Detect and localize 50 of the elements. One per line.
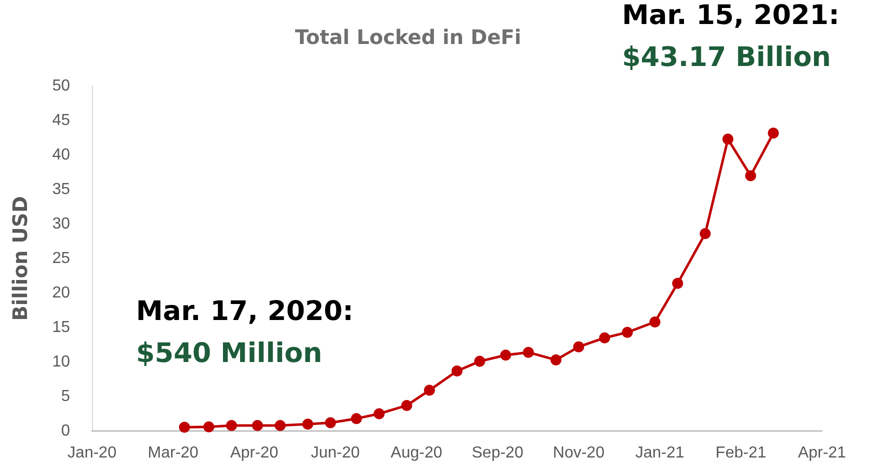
point	[649, 316, 660, 328]
x-tick-label: Sep-20	[472, 444, 524, 462]
x-tick-label: Feb-21	[716, 444, 766, 462]
point	[274, 420, 286, 431]
point	[302, 418, 314, 430]
point	[599, 332, 610, 344]
y-axis-title: Billion USD	[8, 196, 32, 321]
point	[722, 134, 734, 145]
point	[178, 422, 190, 433]
point	[550, 354, 562, 366]
y-tick-label: 30	[52, 216, 70, 232]
x-tick-label: Jan-21	[635, 444, 684, 462]
point	[573, 341, 584, 352]
y-tick-label: 0	[61, 422, 70, 440]
point	[226, 420, 238, 431]
y-tick-label: 10	[52, 354, 70, 370]
point	[374, 408, 385, 420]
point	[474, 356, 486, 367]
point	[700, 228, 711, 240]
point	[522, 346, 534, 358]
x-tick-label: Aug-20	[390, 444, 442, 462]
y-tick-label: 20	[52, 284, 70, 302]
point	[500, 350, 512, 361]
text: Mar. 15, 2021: $43.17 Billion	[622, 0, 840, 73]
point	[401, 400, 412, 411]
point	[768, 128, 779, 139]
point	[745, 170, 756, 182]
point	[452, 365, 462, 376]
point	[672, 278, 684, 289]
y-tick-label: 45	[52, 112, 70, 129]
y-tick-label: 50	[52, 78, 70, 94]
y-tick-label: 25	[52, 250, 70, 267]
x-tick-label: Jan-20	[68, 444, 117, 462]
point	[622, 326, 633, 338]
point	[324, 417, 336, 428]
x-tick-label: Nov-20	[552, 444, 605, 462]
y-tick-label: 35	[52, 181, 70, 198]
x-tick-label: Apr-20	[230, 444, 278, 462]
x-tick-label: Jun-20	[310, 444, 360, 462]
chart-title: Total Locked in DeFi	[295, 25, 522, 49]
point	[424, 384, 435, 396]
x-tick-label: Mar-20	[148, 444, 199, 462]
point	[203, 421, 214, 432]
point	[350, 413, 362, 424]
y-tick-label: 15	[52, 319, 70, 336]
x-tick-label: Apr-21	[798, 444, 846, 462]
point	[252, 420, 263, 431]
y-tick-label: 5	[61, 388, 70, 405]
y-tick-label: 40	[52, 146, 70, 164]
annotation: Mar. 17, 2020: $540 Million	[136, 296, 354, 369]
